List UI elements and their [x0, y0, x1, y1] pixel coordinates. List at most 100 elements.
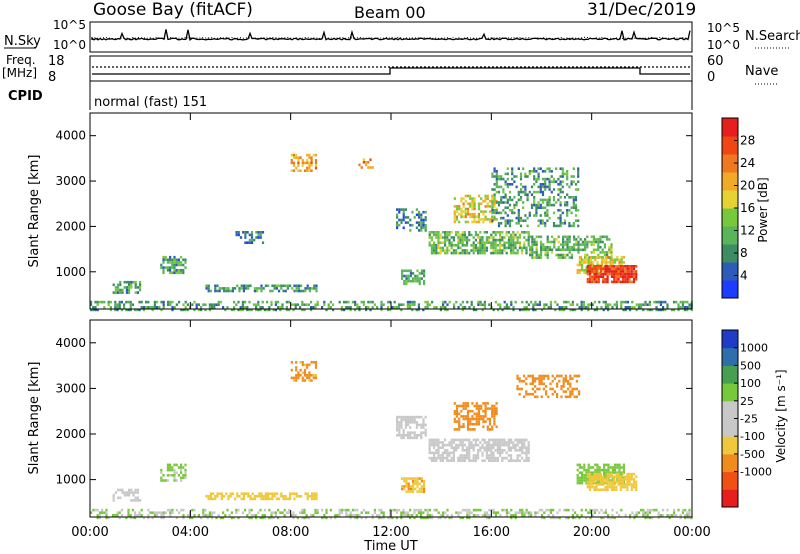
echo-cell: [306, 169, 309, 172]
echo-cell: [546, 201, 549, 204]
echo-cell: [428, 446, 431, 449]
echo-cell: [544, 251, 547, 254]
echo-cell: [153, 303, 156, 306]
echo-cell: [310, 308, 313, 312]
echo-cell: [501, 456, 504, 460]
echo-cell: [601, 240, 604, 244]
echo-cell: [648, 300, 651, 304]
echo-cell: [570, 253, 573, 257]
echo-cell: [491, 188, 494, 191]
echo-cell: [604, 508, 607, 512]
echo-cell: [566, 248, 569, 252]
echo-cell: [314, 508, 317, 512]
echo-cell: [514, 236, 517, 239]
echo-cell: [557, 253, 560, 257]
echo-cell: [175, 508, 178, 512]
echo-cell: [630, 265, 633, 268]
echo-cell: [401, 487, 404, 491]
echo-cell: [475, 508, 478, 512]
echo-cell: [295, 492, 298, 495]
echo-cell: [664, 300, 667, 304]
echo-cell: [171, 266, 174, 269]
echo-cell: [493, 209, 496, 212]
echo-cell: [459, 238, 462, 242]
power-colorbar-segment: [722, 154, 738, 173]
echo-cell: [571, 390, 574, 393]
echo-cell: [101, 511, 104, 514]
echo-cell: [422, 223, 425, 227]
echo-cell: [164, 511, 167, 514]
echo-cell: [407, 221, 410, 224]
echo-cell: [226, 508, 229, 512]
nave-tick-bottom: 0: [707, 70, 715, 85]
echo-cell: [283, 514, 286, 517]
echo-cell: [534, 379, 537, 383]
echo-cell: [220, 497, 223, 501]
echo-cell: [480, 417, 483, 421]
echo-cell: [171, 263, 174, 267]
echo-cell: [160, 516, 163, 520]
echo-cell: [596, 261, 599, 264]
echo-cell: [128, 291, 131, 294]
echo-cell: [414, 279, 417, 283]
echo-cell: [414, 477, 417, 480]
echo-cell: [610, 248, 613, 252]
echo-cell: [437, 236, 440, 239]
echo-cell: [378, 514, 381, 517]
echo-cell: [180, 476, 183, 480]
echo-cell: [303, 508, 306, 512]
echo-cell: [668, 516, 671, 520]
echo-cell: [585, 476, 588, 480]
echo-cell: [267, 284, 270, 288]
echo-cell: [553, 238, 556, 241]
echo-cell: [546, 198, 549, 202]
echo-cell: [292, 308, 295, 312]
echo-cell: [90, 300, 93, 304]
echo-cell: [595, 278, 598, 281]
echo-cell: [205, 495, 208, 498]
echo-cell: [329, 306, 332, 309]
echo-cell: [301, 376, 304, 380]
echo-cell: [398, 303, 401, 306]
echo-cell: [477, 241, 480, 244]
echo-cell: [529, 374, 532, 378]
echo-cell: [424, 218, 427, 222]
echo-cell: [360, 300, 363, 304]
echo-cell: [529, 251, 532, 254]
echo-cell: [585, 268, 588, 272]
echo-cell: [360, 166, 363, 169]
echo-cell: [666, 508, 669, 512]
echo-cell: [492, 459, 495, 462]
echo-cell: [446, 508, 449, 512]
echo-cell: [479, 251, 482, 255]
echo-cell: [132, 499, 135, 502]
echo-cell: [572, 175, 575, 178]
echo-cell: [134, 280, 137, 284]
echo-cell: [655, 306, 658, 309]
echo-cell: [313, 495, 316, 498]
echo-cell: [288, 308, 291, 312]
echo-cell: [472, 306, 475, 309]
echo-cell: [512, 251, 515, 255]
echo-cell: [255, 303, 258, 306]
echo-cell: [255, 308, 258, 312]
echo-cell: [527, 231, 530, 234]
echo-cell: [297, 374, 300, 377]
echo-cell: [622, 463, 625, 467]
echo-cell: [471, 415, 474, 418]
echo-cell: [182, 271, 185, 275]
echo-cell: [503, 456, 506, 460]
echo-cell: [402, 208, 405, 211]
echo-cell: [314, 376, 318, 380]
echo-cell: [376, 306, 379, 309]
echo-cell: [586, 475, 589, 478]
echo-cell: [453, 417, 456, 421]
echo-cell: [455, 438, 458, 442]
echo-cell: [512, 249, 515, 252]
echo-cell: [519, 224, 523, 228]
echo-cell: [297, 376, 300, 380]
echo-cell: [127, 511, 130, 514]
echo-cell: [670, 514, 673, 517]
echo-cell: [560, 306, 563, 309]
echo-cell: [227, 495, 230, 498]
